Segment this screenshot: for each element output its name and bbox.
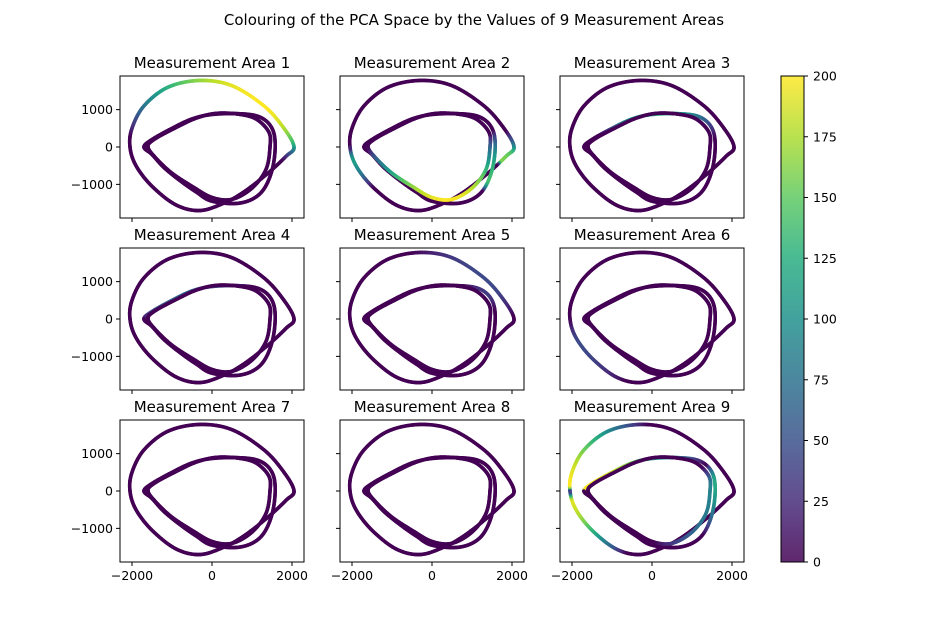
panel-title: Measurement Area 7: [134, 398, 291, 416]
pca-trajectory: [347, 78, 516, 213]
pca-trajectory: [347, 250, 516, 385]
panel-3: Measurement Area 3: [556, 54, 745, 222]
pca-trajectory: [347, 422, 516, 557]
panel-1: Measurement Area 1 1000 0 −1000: [71, 54, 305, 222]
y-tick-label: −1000: [71, 177, 113, 192]
panel-title: Measurement Area 4: [134, 226, 291, 244]
x-tick-label: 0: [208, 568, 216, 583]
y-tick-label: 1000: [81, 446, 113, 461]
y-tick-label: 1000: [81, 102, 113, 117]
pca-trajectory: [567, 78, 736, 213]
y-tick-label: 0: [105, 312, 113, 327]
pca-trajectory: [127, 250, 296, 385]
y-tick-label: 0: [105, 484, 113, 499]
y-tick-label: 1000: [81, 274, 113, 289]
panel-8: Measurement Area 8−2000 0 2000: [331, 398, 528, 583]
panel-title: Measurement Area 5: [354, 226, 511, 244]
panel-title: Measurement Area 3: [574, 54, 731, 72]
pca-trajectory: [567, 250, 736, 385]
x-tick-label: 2000: [276, 568, 308, 583]
figure-title: Colouring of the PCA Space by the Values…: [224, 11, 724, 29]
x-tick-label: −2000: [111, 568, 153, 583]
y-tick-label: 0: [105, 140, 113, 155]
panel-6: Measurement Area 6: [556, 226, 745, 394]
panel-4: Measurement Area 4 1000 0 −1000: [71, 226, 305, 394]
panel-title: Measurement Area 6: [574, 226, 731, 244]
panel-title: Measurement Area 1: [134, 54, 291, 72]
panel-title: Measurement Area 8: [354, 398, 511, 416]
panel-5: Measurement Area 5: [336, 226, 525, 394]
panel-7: Measurement Area 7 −2000 0 2000 1000 0 −1000: [71, 398, 308, 583]
panel-grid: Measurement Area 110000−1000Measurement …: [71, 54, 748, 583]
panel-title: Measurement Area 2: [354, 54, 511, 72]
y-tick-label: −1000: [71, 349, 113, 364]
y-tick-label: −1000: [71, 521, 113, 536]
pca-trajectory: [127, 78, 296, 213]
panel-2: Measurement Area 2: [336, 54, 525, 222]
pca-trajectory: [127, 422, 296, 557]
